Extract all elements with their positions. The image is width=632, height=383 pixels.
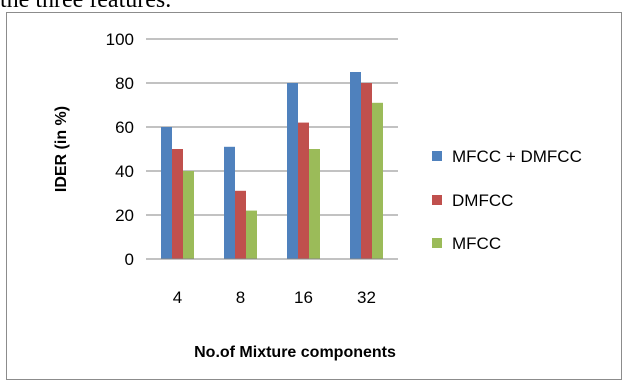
bar — [235, 190, 246, 259]
bar — [246, 210, 257, 259]
bar — [224, 146, 235, 259]
legend: MFCC + DMFCC DMFCC MFCC — [432, 147, 582, 253]
y-axis-title: IDER (in %) — [53, 106, 70, 192]
legend-swatch — [432, 195, 442, 205]
y-tick-label: 100 — [106, 30, 134, 49]
bar — [309, 149, 320, 259]
legend-label: DMFCC — [452, 191, 513, 210]
bar — [372, 102, 383, 259]
bar — [350, 72, 361, 259]
y-tick-labels: 0 20 40 60 80 100 — [106, 30, 134, 269]
bar — [161, 127, 172, 259]
x-tick-label: 8 — [236, 288, 245, 307]
legend-swatch — [432, 151, 442, 161]
legend-swatch — [432, 238, 442, 248]
x-tick-labels: 4 8 16 32 — [173, 288, 376, 307]
y-tick-label: 0 — [125, 250, 134, 269]
x-tick-label: 32 — [357, 288, 376, 307]
y-tick-label: 60 — [115, 118, 134, 137]
y-tick-label: 80 — [115, 74, 134, 93]
legend-label: MFCC — [452, 234, 501, 253]
bar — [361, 83, 372, 259]
bars — [161, 72, 383, 259]
bar — [183, 171, 194, 259]
caption-text: the three features. — [0, 0, 172, 13]
y-tick-label: 20 — [115, 206, 134, 225]
y-tick-label: 40 — [115, 162, 134, 181]
x-tick-label: 4 — [173, 288, 182, 307]
legend-label: MFCC + DMFCC — [452, 147, 582, 166]
bar — [298, 122, 309, 259]
bar — [172, 149, 183, 259]
bar — [287, 83, 298, 259]
x-tick-label: 16 — [294, 288, 313, 307]
x-axis-title: No.of Mixture components — [194, 344, 396, 361]
